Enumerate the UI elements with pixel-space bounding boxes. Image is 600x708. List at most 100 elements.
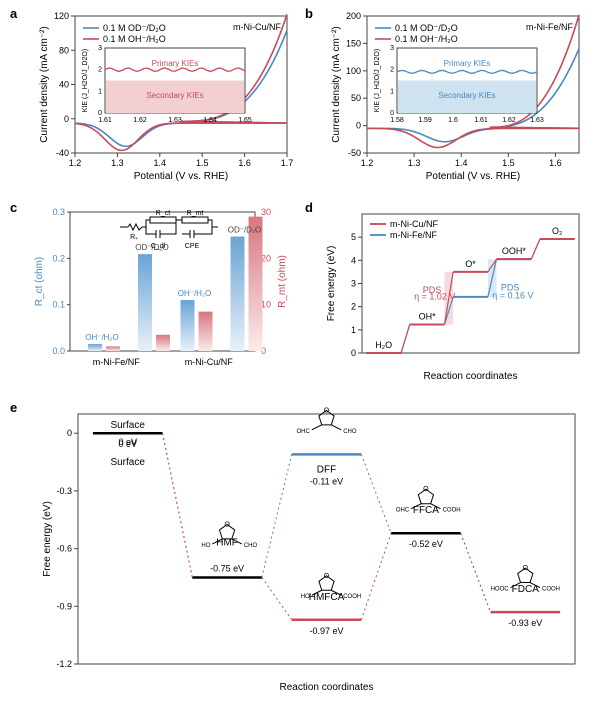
panel-d-chart: 012345Reaction coordinatesFree energy (e… <box>322 204 587 379</box>
svg-text:-0.6: -0.6 <box>56 544 72 554</box>
svg-text:100: 100 <box>346 66 361 76</box>
svg-text:80: 80 <box>59 45 69 55</box>
svg-text:4: 4 <box>351 255 356 265</box>
svg-text:η = 1.02 V: η = 1.02 V <box>414 292 455 302</box>
panel-d: 012345Reaction coordinatesFree energy (e… <box>322 204 587 379</box>
svg-text:KIE (J_H2O/J_D2O): KIE (J_H2O/J_D2O) <box>82 49 89 112</box>
svg-text:200: 200 <box>346 11 361 21</box>
svg-text:1.3: 1.3 <box>111 158 124 168</box>
svg-text:m-Ni-Fe/NF: m-Ni-Fe/NF <box>390 230 437 240</box>
svg-text:Reaction coordinates: Reaction coordinates <box>280 682 374 693</box>
svg-text:1.5: 1.5 <box>502 158 515 168</box>
svg-text:FDCA: FDCA <box>512 584 540 595</box>
svg-text:1.4: 1.4 <box>455 158 468 168</box>
svg-text:O: O <box>423 486 429 493</box>
panel-a: 1.21.31.41.51.61.7-4004080120Potential (… <box>30 8 295 183</box>
svg-text:0.1 M OH⁻/H₂O: 0.1 M OH⁻/H₂O <box>103 34 166 44</box>
panel-e-chart: 0-0.3-0.6-0.9-1.2Reaction coordinatesFre… <box>30 404 587 694</box>
panel-c-label: c <box>10 200 17 215</box>
svg-text:0.1 M OH⁻/H₂O: 0.1 M OH⁻/H₂O <box>395 34 458 44</box>
svg-text:-0.11 eV: -0.11 eV <box>310 476 343 486</box>
svg-text:-0.3: -0.3 <box>56 486 72 496</box>
svg-text:0.1: 0.1 <box>52 300 65 310</box>
svg-text:1.63: 1.63 <box>168 117 182 124</box>
panel-c: 0.00.10.20.30102030R_ct (ohm)R_mt (ohm)O… <box>30 204 295 379</box>
svg-text:1.4: 1.4 <box>154 158 167 168</box>
svg-text:O: O <box>224 521 230 528</box>
svg-text:-0.75 eV: -0.75 eV <box>210 563 244 573</box>
svg-text:0.2: 0.2 <box>52 253 65 263</box>
svg-text:Surface: Surface <box>110 457 145 468</box>
svg-text:1.7: 1.7 <box>281 158 294 168</box>
svg-text:R_ct: R_ct <box>156 210 170 217</box>
svg-text:1.2: 1.2 <box>361 158 374 168</box>
svg-text:150: 150 <box>346 38 361 48</box>
svg-text:3: 3 <box>390 45 394 52</box>
svg-text:0.0: 0.0 <box>52 346 65 356</box>
panel-b-chart: 1.21.31.41.51.6-50050100150200Potential … <box>322 8 587 183</box>
svg-text:COOH: COOH <box>542 587 560 593</box>
svg-text:1.62: 1.62 <box>133 117 147 124</box>
svg-text:1.62: 1.62 <box>502 117 516 124</box>
svg-text:-50: -50 <box>348 148 361 158</box>
svg-text:OH⁻/H₂O: OH⁻/H₂O <box>178 289 212 298</box>
svg-text:1.61: 1.61 <box>98 117 112 124</box>
svg-text:1.2: 1.2 <box>69 158 82 168</box>
svg-text:1.59: 1.59 <box>418 117 432 124</box>
svg-text:Free energy (eV): Free energy (eV) <box>326 246 337 322</box>
panel-b: 1.21.31.41.51.6-50050100150200Potential … <box>322 8 587 183</box>
svg-text:-0.93 eV: -0.93 eV <box>508 618 542 628</box>
svg-text:1.6: 1.6 <box>238 158 251 168</box>
svg-text:-0.52 eV: -0.52 eV <box>409 539 443 549</box>
svg-text:1.63: 1.63 <box>530 117 544 124</box>
svg-text:Reaction coordinates: Reaction coordinates <box>424 371 518 379</box>
svg-text:m-Ni-Cu/NF: m-Ni-Cu/NF <box>185 357 233 367</box>
svg-text:Primary KIEs: Primary KIEs <box>444 59 491 68</box>
svg-text:COOH: COOH <box>443 508 461 514</box>
svg-text:-40: -40 <box>56 148 69 158</box>
svg-text:OH⁻/H₂O: OH⁻/H₂O <box>85 333 119 342</box>
svg-text:Free energy (eV): Free energy (eV) <box>42 501 53 577</box>
panel-e-label: e <box>10 400 17 415</box>
panel-c-chart: 0.00.10.20.30102030R_ct (ohm)R_mt (ohm)O… <box>30 204 295 379</box>
svg-text:Potential (V vs. RHE): Potential (V vs. RHE) <box>134 171 228 182</box>
svg-text:O: O <box>324 573 330 580</box>
svg-text:1: 1 <box>351 325 356 335</box>
svg-text:HO: HO <box>301 594 310 600</box>
svg-text:40: 40 <box>59 80 69 90</box>
svg-text:0: 0 <box>67 428 72 438</box>
svg-text:0: 0 <box>356 121 361 131</box>
svg-text:CHO: CHO <box>343 429 357 435</box>
svg-text:R_mt: R_mt <box>187 210 204 217</box>
svg-text:OD⁻/D₂O: OD⁻/D₂O <box>228 226 262 235</box>
svg-text:Current density (mA cm⁻²): Current density (mA cm⁻²) <box>39 26 50 142</box>
svg-text:10: 10 <box>261 300 271 310</box>
svg-text:1.58: 1.58 <box>390 117 404 124</box>
svg-text:C_dl: C_dl <box>151 243 166 250</box>
svg-text:50: 50 <box>351 93 361 103</box>
panel-a-label: a <box>10 6 17 21</box>
svg-text:0.1 M OD⁻/D₂O: 0.1 M OD⁻/D₂O <box>103 23 166 33</box>
svg-text:1.3: 1.3 <box>408 158 421 168</box>
svg-text:Primary KIEs: Primary KIEs <box>152 59 199 68</box>
svg-text:3: 3 <box>98 45 102 52</box>
svg-text:0: 0 <box>351 348 356 358</box>
svg-text:Rₛ: Rₛ <box>130 234 138 241</box>
svg-text:1.61: 1.61 <box>474 117 488 124</box>
svg-text:HOOC: HOOC <box>491 587 510 593</box>
svg-text:m-Ni-Fe/NF: m-Ni-Fe/NF <box>93 357 140 367</box>
svg-text:0: 0 <box>64 114 69 124</box>
svg-text:H₂O: H₂O <box>375 340 392 350</box>
svg-text:HO: HO <box>201 543 210 549</box>
svg-text:20: 20 <box>261 253 271 263</box>
svg-text:η = 0.16 V: η = 0.16 V <box>492 291 533 301</box>
svg-text:1.6: 1.6 <box>549 158 562 168</box>
svg-text:HMFCA: HMFCA <box>309 592 345 603</box>
svg-text:-0.9: -0.9 <box>56 601 72 611</box>
svg-text:FFCA: FFCA <box>413 505 439 516</box>
panel-d-label: d <box>305 200 313 215</box>
svg-text:Current density (mA cm⁻²): Current density (mA cm⁻²) <box>331 26 342 142</box>
svg-text:120: 120 <box>54 11 69 21</box>
svg-text:KIE (J_H2O/J_D2O): KIE (J_H2O/J_D2O) <box>374 49 381 112</box>
svg-text:m-Ni-Fe/NF: m-Ni-Fe/NF <box>526 22 573 32</box>
